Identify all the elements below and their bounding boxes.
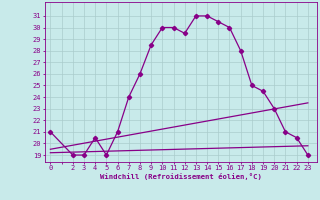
X-axis label: Windchill (Refroidissement éolien,°C): Windchill (Refroidissement éolien,°C) bbox=[100, 173, 262, 180]
